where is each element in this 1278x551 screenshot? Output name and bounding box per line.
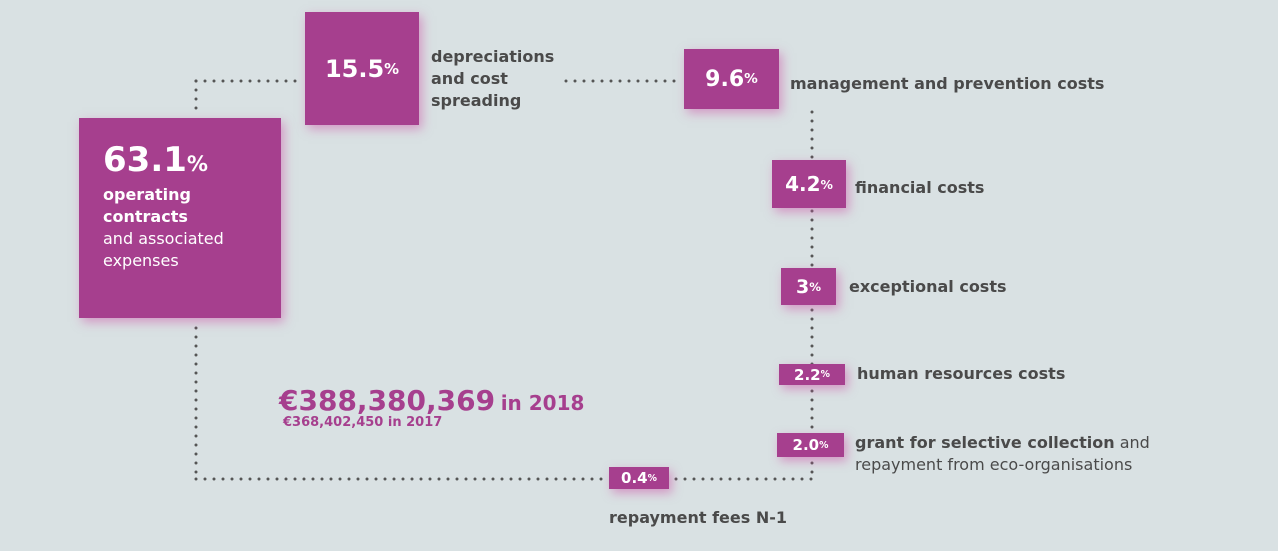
label: contracts — [103, 207, 188, 226]
value: 2.2 — [794, 365, 821, 384]
unit: % — [647, 472, 657, 484]
value-box: 2.0% — [777, 433, 844, 457]
previous-total: €368,402,450 in 2017 — [283, 415, 442, 430]
label: and cost — [431, 69, 508, 88]
total-year: in 2018 — [500, 391, 585, 415]
label: and — [1114, 433, 1150, 452]
label: human resources costs — [857, 364, 1066, 383]
value: 2.0 — [792, 436, 820, 454]
previous-year: in 2017 — [387, 415, 443, 430]
total: €388,380,369 in 2018 — [279, 384, 584, 417]
value-box: 2.2% — [779, 364, 845, 385]
value-box: 0.4% — [609, 467, 669, 489]
unit: % — [744, 71, 758, 87]
unit: % — [820, 176, 833, 192]
unit: % — [186, 151, 209, 176]
value-box: 15.5% — [305, 12, 419, 125]
label: spreading — [431, 91, 522, 110]
value: 63.1 — [103, 140, 187, 180]
unit: % — [819, 439, 829, 451]
label: financial costs — [855, 178, 985, 197]
label: exceptional costs — [849, 277, 1007, 296]
value: 4.2 — [785, 172, 821, 196]
total-amount: €388,380,369 — [279, 384, 496, 417]
previous-amount: €368,402,450 — [283, 415, 384, 430]
label: expenses — [103, 251, 179, 270]
value-box: 4.2% — [772, 160, 846, 208]
value: 3 — [795, 275, 810, 298]
label: depreciations — [431, 47, 555, 66]
label: and associated — [103, 229, 224, 248]
value: 0.4 — [621, 469, 648, 487]
value-box: 9.6% — [684, 49, 779, 109]
label: operating — [103, 185, 191, 204]
unit: % — [809, 279, 822, 294]
unit: % — [820, 369, 830, 380]
value: 9.6 — [705, 66, 745, 92]
label: management and prevention costs — [790, 74, 1105, 93]
label: repayment from eco-organisations — [855, 455, 1133, 474]
value-box: 3% — [781, 268, 836, 305]
value: 15.5 — [324, 54, 385, 83]
label: grant for selective collection — [855, 433, 1115, 452]
label: repayment fees N-1 — [609, 508, 787, 527]
unit: % — [384, 59, 400, 78]
value-box: 63.1% operating contracts and associated ex… — [79, 118, 281, 318]
